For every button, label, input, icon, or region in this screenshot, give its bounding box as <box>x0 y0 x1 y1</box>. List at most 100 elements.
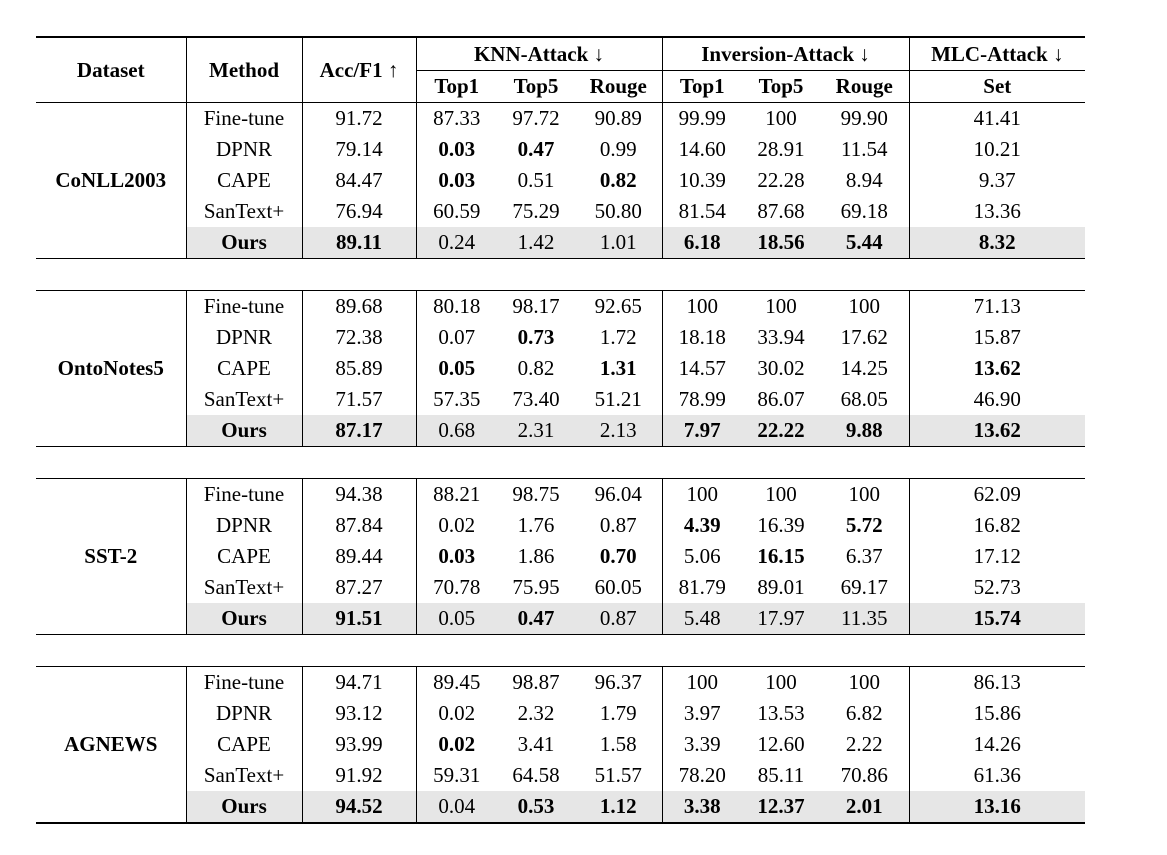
table-cell: 0.02 <box>416 698 497 729</box>
table-cell: 81.54 <box>662 196 742 227</box>
table-header: Dataset Method Acc/F1 ↑ KNN-Attack ↓ Inv… <box>36 37 1085 103</box>
table-cell: 60.05 <box>575 572 662 603</box>
table-cell: 72.38 <box>302 322 416 353</box>
table-cell: 11.54 <box>820 134 909 165</box>
table-cell: 4.39 <box>662 510 742 541</box>
dataset-name: CoNLL2003 <box>36 103 186 259</box>
table-cell: 8.94 <box>820 165 909 196</box>
method-name: Fine-tune <box>186 291 302 323</box>
table-cell: 62.09 <box>909 479 1085 511</box>
table-cell: 18.56 <box>742 227 820 259</box>
table-cell: 1.42 <box>497 227 575 259</box>
table-cell: 41.41 <box>909 103 1085 135</box>
header-mlc-attack: MLC-Attack ↓ <box>909 37 1085 71</box>
table-cell: 1.72 <box>575 322 662 353</box>
table-cell: 85.89 <box>302 353 416 384</box>
table-cell: 14.25 <box>820 353 909 384</box>
table-cell: 22.28 <box>742 165 820 196</box>
table-cell: 0.07 <box>416 322 497 353</box>
table-cell: 100 <box>820 291 909 323</box>
table-cell: 6.82 <box>820 698 909 729</box>
method-name: SanText+ <box>186 572 302 603</box>
table-cell: 1.79 <box>575 698 662 729</box>
table-cell: 18.18 <box>662 322 742 353</box>
table-cell: 80.18 <box>416 291 497 323</box>
table-cell: 15.74 <box>909 603 1085 635</box>
table-cell: 0.73 <box>497 322 575 353</box>
table-cell: 96.04 <box>575 479 662 511</box>
table-cell: 94.71 <box>302 667 416 699</box>
table-cell: 13.62 <box>909 415 1085 447</box>
header-acc: Acc/F1 ↑ <box>302 37 416 103</box>
table-cell: 81.79 <box>662 572 742 603</box>
table-cell: 1.76 <box>497 510 575 541</box>
dataset-name: AGNEWS <box>36 667 186 824</box>
table-cell: 17.97 <box>742 603 820 635</box>
table-cell: 7.97 <box>662 415 742 447</box>
table-cell: 9.37 <box>909 165 1085 196</box>
table-cell: 28.91 <box>742 134 820 165</box>
header-mlc-set: Set <box>909 71 1085 103</box>
table-cell: 73.40 <box>497 384 575 415</box>
table-cell: 6.37 <box>820 541 909 572</box>
header-method: Method <box>186 37 302 103</box>
table-cell: 97.72 <box>497 103 575 135</box>
header-inv-top5: Top5 <box>742 71 820 103</box>
table-cell: 1.12 <box>575 791 662 823</box>
table-cell: 0.87 <box>575 603 662 635</box>
table-cell: 5.44 <box>820 227 909 259</box>
table-cell: 14.26 <box>909 729 1085 760</box>
table-cell: 0.99 <box>575 134 662 165</box>
table-cell: 0.47 <box>497 134 575 165</box>
table-cell: 14.60 <box>662 134 742 165</box>
dataset-name: OntoNotes5 <box>36 291 186 447</box>
table-cell: 0.51 <box>497 165 575 196</box>
table-cell: 86.13 <box>909 667 1085 699</box>
table-cell: 33.94 <box>742 322 820 353</box>
table-cell: 89.68 <box>302 291 416 323</box>
table-cell: 99.90 <box>820 103 909 135</box>
table-cell: 89.45 <box>416 667 497 699</box>
table-cell: 59.31 <box>416 760 497 791</box>
table-cell: 89.44 <box>302 541 416 572</box>
header-knn-top5: Top5 <box>497 71 575 103</box>
table-cell: 0.05 <box>416 603 497 635</box>
header-knn-attack: KNN-Attack ↓ <box>416 37 662 71</box>
method-name: CAPE <box>186 353 302 384</box>
table-cell: 100 <box>742 479 820 511</box>
table-cell: 87.27 <box>302 572 416 603</box>
table-cell: 16.82 <box>909 510 1085 541</box>
header-knn-rouge: Rouge <box>575 71 662 103</box>
table-cell: 61.36 <box>909 760 1085 791</box>
table-cell: 78.20 <box>662 760 742 791</box>
table-cell: 8.32 <box>909 227 1085 259</box>
table-cell: 79.14 <box>302 134 416 165</box>
table-cell: 14.57 <box>662 353 742 384</box>
method-name: Ours <box>186 415 302 447</box>
table-cell: 3.38 <box>662 791 742 823</box>
method-name: Ours <box>186 603 302 635</box>
table-cell: 1.58 <box>575 729 662 760</box>
table-cell: 13.53 <box>742 698 820 729</box>
table-cell: 1.31 <box>575 353 662 384</box>
table-cell: 99.99 <box>662 103 742 135</box>
table-cell: 91.51 <box>302 603 416 635</box>
header-inversion-attack: Inversion-Attack ↓ <box>662 37 909 71</box>
table-cell: 71.57 <box>302 384 416 415</box>
table-cell: 1.01 <box>575 227 662 259</box>
table-cell: 0.70 <box>575 541 662 572</box>
table-cell: 91.92 <box>302 760 416 791</box>
header-inv-top1: Top1 <box>662 71 742 103</box>
table-cell: 100 <box>662 291 742 323</box>
